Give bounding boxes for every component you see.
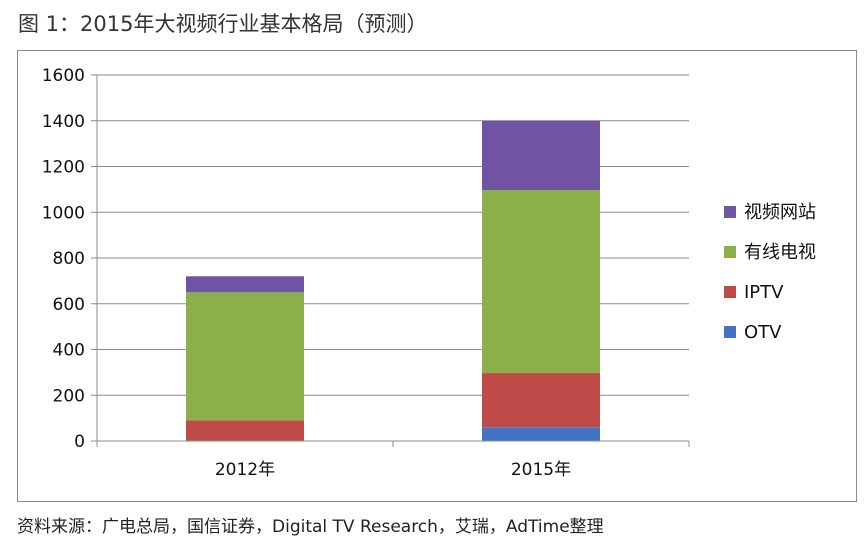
chart-frame xyxy=(17,50,857,502)
y-tick-label: 0 xyxy=(74,432,85,452)
bars xyxy=(186,120,600,441)
figure-title: 图 1：2015年大视频行业基本格局（预测） xyxy=(18,12,428,36)
bar-segment-视频网站-2015年 xyxy=(482,120,600,191)
bar-segment-有线电视-2015年 xyxy=(482,190,600,374)
y-tick-label: 800 xyxy=(53,249,85,269)
legend-label: OTV xyxy=(744,322,782,343)
gridlines xyxy=(97,74,689,396)
bar-segment-IPTV-2012年 xyxy=(186,420,304,441)
x-category-label: 2012年 xyxy=(215,460,275,480)
legend-swatch xyxy=(724,246,736,258)
y-tick-label: 1200 xyxy=(42,158,85,178)
legend-label: 有线电视 xyxy=(744,242,816,263)
bar-segment-OTV-2015年 xyxy=(482,427,600,441)
legend-swatch xyxy=(724,206,736,218)
y-tick-label: 400 xyxy=(53,341,85,361)
y-tick-label: 1400 xyxy=(42,112,85,132)
y-tick-label: 600 xyxy=(53,295,85,315)
y-tick-label: 200 xyxy=(53,386,85,406)
source-note: 资料来源：广电总局，国信证券，Digital TV Research，艾瑞，Ad… xyxy=(17,517,604,537)
bar-segment-有线电视-2012年 xyxy=(186,292,304,421)
legend-label: IPTV xyxy=(744,282,784,303)
bar-segment-IPTV-2015年 xyxy=(482,373,600,428)
legend-label: 视频网站 xyxy=(744,202,816,223)
bar-segment-视频网站-2012年 xyxy=(186,276,304,293)
y-tick-label: 1600 xyxy=(42,66,85,86)
legend-swatch xyxy=(724,326,736,338)
axes: 0 200 400 600 800 1000 1200 1400 1600 2012年 2015年 xyxy=(42,66,690,480)
legend-swatch xyxy=(724,286,736,298)
x-category-label: 2015年 xyxy=(511,460,571,480)
y-tick-label: 1000 xyxy=(42,203,85,223)
